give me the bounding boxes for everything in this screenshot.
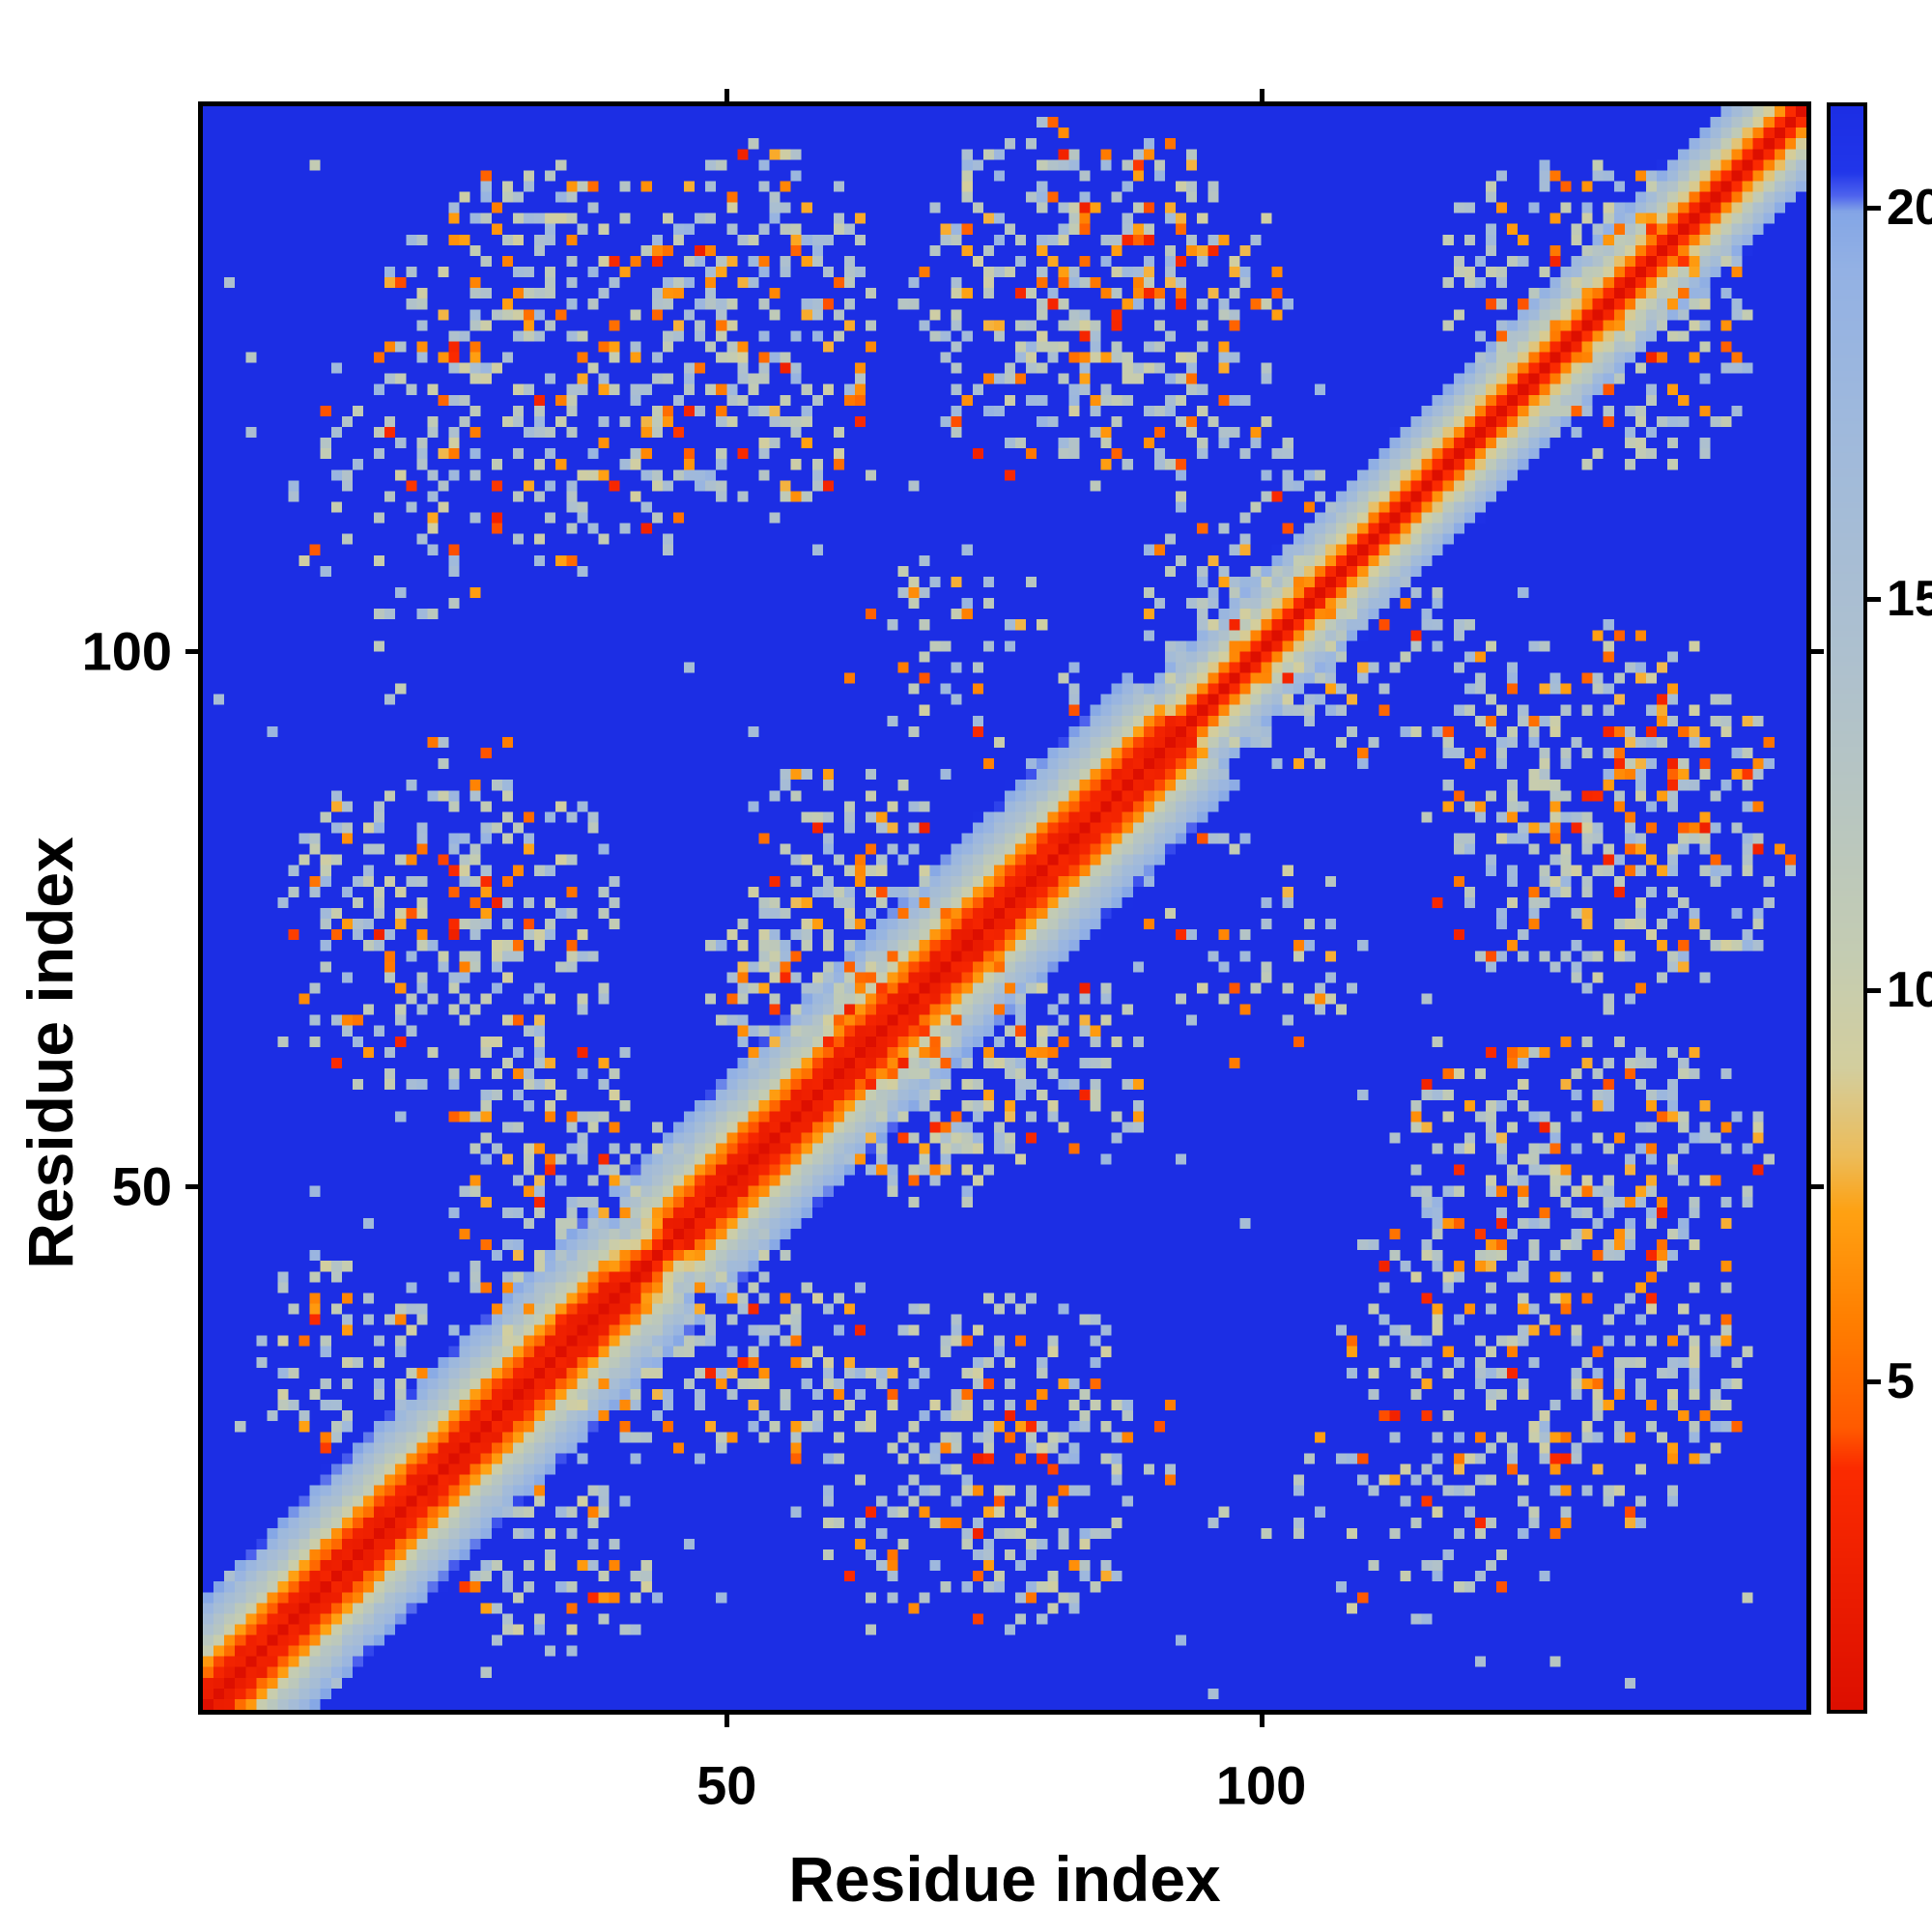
y-tick-label: 50 (111, 1155, 172, 1217)
heatmap-canvas (203, 106, 1806, 1710)
colorbar-tick-mark (1863, 206, 1881, 212)
colorbar-tick-label: 10 (1887, 962, 1932, 1019)
colorbar-tick-label: 5 (1887, 1352, 1915, 1409)
colorbar-tick-label: 20 (1887, 180, 1932, 237)
colorbar-tick-mark (1863, 1378, 1881, 1384)
x-tick-label: 50 (696, 1754, 757, 1816)
y-tick-mark-right (1806, 1183, 1824, 1189)
x-tick-mark-top (724, 89, 730, 106)
y-axis-title: Residue index (14, 837, 86, 1269)
x-tick-label: 100 (1215, 1754, 1307, 1816)
colorbar-tick-mark (1863, 597, 1881, 603)
y-tick-mark-left (185, 649, 203, 655)
y-tick-mark-left (185, 1183, 203, 1189)
x-tick-mark-bottom (1259, 1710, 1264, 1727)
colorbar-tick-label: 15 (1887, 571, 1932, 628)
x-tick-mark-top (1259, 89, 1264, 106)
y-tick-mark-right (1806, 649, 1824, 655)
x-tick-mark-bottom (724, 1710, 730, 1727)
x-axis-title: Residue index (788, 1843, 1221, 1915)
colorbar-tick-mark (1863, 988, 1881, 994)
colorbar-canvas (1831, 106, 1863, 1710)
y-tick-label: 100 (81, 620, 172, 682)
